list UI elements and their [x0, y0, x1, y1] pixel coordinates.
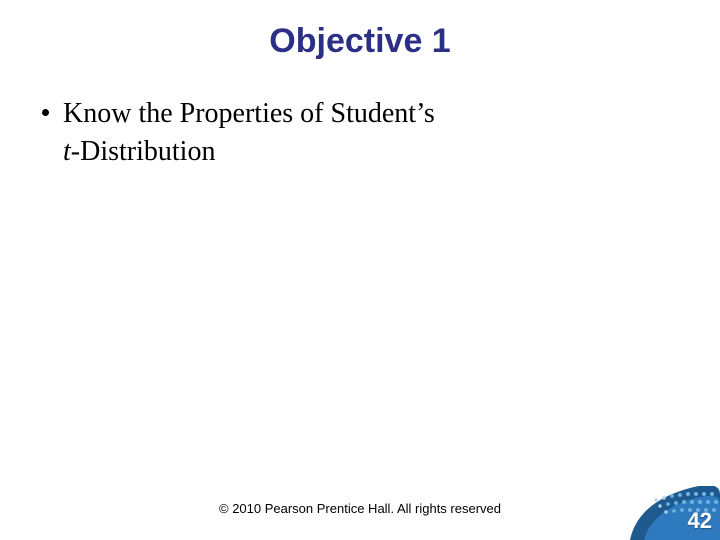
bullet-line2-rest: -Distribution — [71, 136, 216, 167]
bullet-item: Know the Properties of Student’s t-Distr… — [0, 95, 720, 171]
bullet-line1: Know the Properties of Student’s — [63, 98, 435, 129]
bullet-text: Know the Properties of Student’s t-Distr… — [63, 95, 435, 171]
copyright-footer: © 2010 Pearson Prentice Hall. All rights… — [0, 501, 720, 516]
page-badge: 42 — [620, 486, 720, 540]
bullet-italic-prefix: t — [63, 136, 71, 167]
page-number: 42 — [688, 508, 712, 534]
bullet-dot-icon — [42, 109, 49, 116]
slide-title: Objective 1 — [0, 0, 720, 61]
